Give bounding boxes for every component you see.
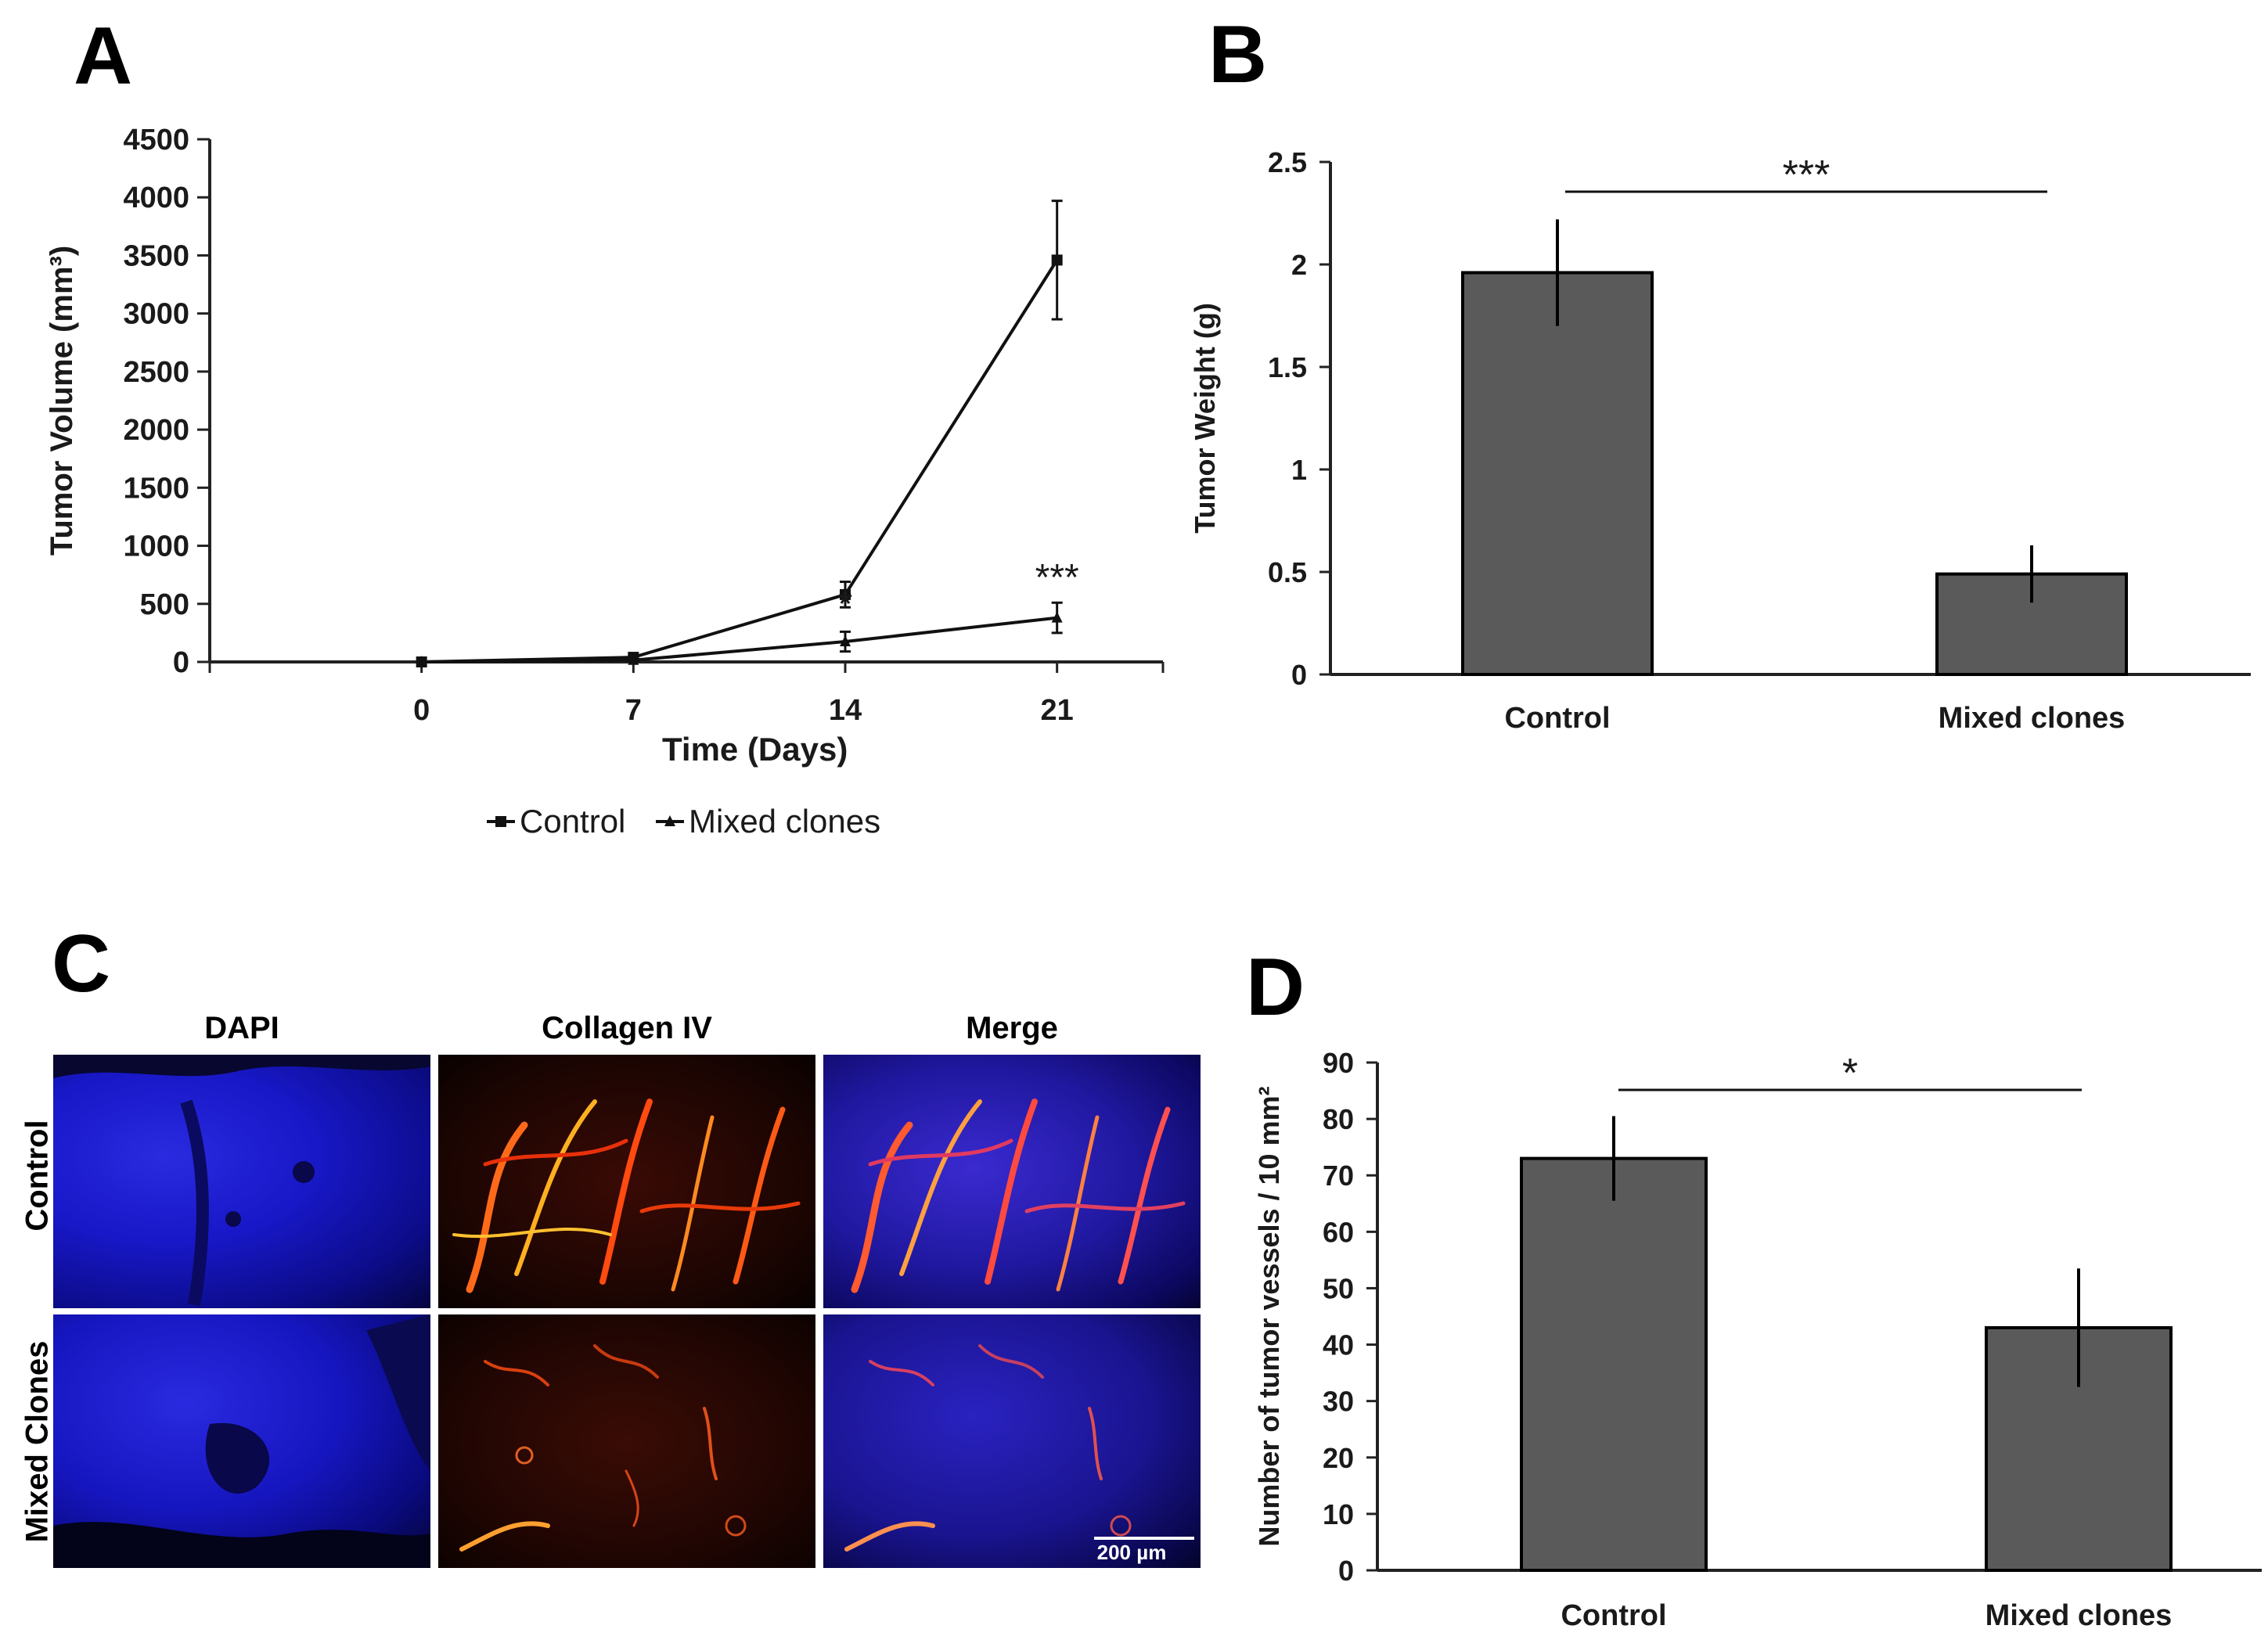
- panel-letter-a: A: [74, 11, 133, 102]
- x-tick-label: 0: [413, 694, 430, 727]
- scale-bar-label: 200 µm: [1096, 1541, 1167, 1564]
- micrograph-mixed-dapi: [53, 1314, 430, 1568]
- chart-d-vessel-count: 0 10 20 30 40 50 60 70 80 90 Control Mixed clones * N…: [1253, 1047, 2262, 1632]
- y-tick-label: 2: [1291, 249, 1307, 281]
- y-tick-label: 0: [173, 646, 189, 679]
- y-tick-label: 1000: [123, 530, 189, 563]
- significance-marker: ***: [1783, 153, 1831, 198]
- significance-marker: *: [838, 584, 853, 625]
- micrograph-mixed-collagen: [438, 1314, 815, 1568]
- y-tick-label: 70: [1323, 1160, 1354, 1192]
- y-tick-label: 0: [1291, 659, 1307, 691]
- y-axis-label: Tumor Weight (g): [1189, 303, 1221, 534]
- y-tick-label: 3000: [123, 298, 189, 331]
- chart-b-tumor-weight: 0 0.5 1 1.5 2 2.5 Control Mixed clones *** Tumor …: [1189, 146, 2251, 735]
- x-tick-label: Control: [1504, 702, 1610, 735]
- y-tick-label: 2000: [123, 414, 189, 447]
- y-axis-label: Number of tumor vessels / 10 mm²: [1253, 1086, 1285, 1546]
- micrograph-mixed-merge: 200 µm: [823, 1314, 1201, 1568]
- data-point: [840, 588, 851, 600]
- y-tick-label: 90: [1323, 1047, 1354, 1079]
- micrograph-column-title: Merge: [966, 1011, 1058, 1045]
- micrograph-control-merge: [823, 1055, 1201, 1308]
- legend-marker: [664, 815, 675, 826]
- y-tick-label: 20: [1323, 1442, 1354, 1474]
- data-point: [416, 656, 427, 667]
- y-tick-label: 50: [1323, 1272, 1354, 1304]
- y-tick-label: 4000: [123, 182, 189, 214]
- legend-label: Mixed clones: [689, 803, 880, 840]
- y-tick-label: 30: [1323, 1386, 1354, 1418]
- x-tick-label: Mixed clones: [1985, 1599, 2173, 1632]
- y-tick-label: 1: [1291, 454, 1307, 486]
- micrograph-column-title: DAPI: [204, 1011, 279, 1045]
- legend-label: Control: [520, 803, 625, 840]
- y-tick-label: 3500: [123, 239, 189, 272]
- significance-marker: *: [1842, 1051, 1858, 1096]
- y-tick-label: 2.5: [1268, 146, 1307, 178]
- y-tick-label: 1500: [123, 472, 189, 505]
- bar: [1520, 1156, 1708, 1573]
- series-line: [421, 259, 1059, 663]
- micrograph-control-dapi: [53, 1055, 430, 1308]
- y-tick-label: 40: [1323, 1329, 1354, 1361]
- x-tick-label: 7: [625, 694, 642, 727]
- y-axis-label: Tumor Volume (mm³): [45, 246, 79, 556]
- y-tick-label: 0.5: [1268, 556, 1307, 588]
- micrograph-row-title: Mixed Clones: [20, 1340, 55, 1543]
- micrograph-control-collagen: [438, 1055, 815, 1308]
- x-tick-label: Control: [1561, 1599, 1666, 1632]
- bar: [1461, 271, 1654, 677]
- y-tick-label: 2500: [123, 356, 189, 389]
- y-tick-label: 1.5: [1268, 351, 1307, 383]
- series-line: [421, 616, 1057, 663]
- y-tick-label: 4500: [123, 124, 189, 156]
- y-tick-label: 500: [140, 588, 189, 621]
- legend-marker: [495, 816, 506, 827]
- panel-letter-c: C: [52, 919, 111, 1009]
- data-point: [628, 653, 639, 665]
- data-point: [1051, 254, 1063, 266]
- panel-letter-d: D: [1246, 942, 1305, 1033]
- significance-marker: ***: [1035, 557, 1079, 599]
- data-point: [1051, 611, 1063, 623]
- data-point: [840, 635, 851, 647]
- y-tick-label: 80: [1323, 1103, 1354, 1135]
- x-tick-label: Mixed clones: [1939, 702, 2126, 735]
- x-tick-label: 14: [829, 694, 862, 727]
- y-tick-label: 0: [1338, 1555, 1354, 1587]
- y-tick-label: 10: [1323, 1498, 1354, 1530]
- y-tick-label: 60: [1323, 1216, 1354, 1248]
- micrograph-column-title: Collagen IV: [542, 1011, 712, 1045]
- x-axis-label: Time (Days): [662, 731, 848, 768]
- micrograph-row-title: Control: [20, 1120, 55, 1232]
- chart-a-tumor-volume: 0 500 1000 1500 2000 2500 3000 3500 4000 4500 0 7 14…: [45, 124, 1165, 840]
- panel-letter-b: B: [1208, 9, 1268, 100]
- x-tick-label: 21: [1041, 694, 1074, 727]
